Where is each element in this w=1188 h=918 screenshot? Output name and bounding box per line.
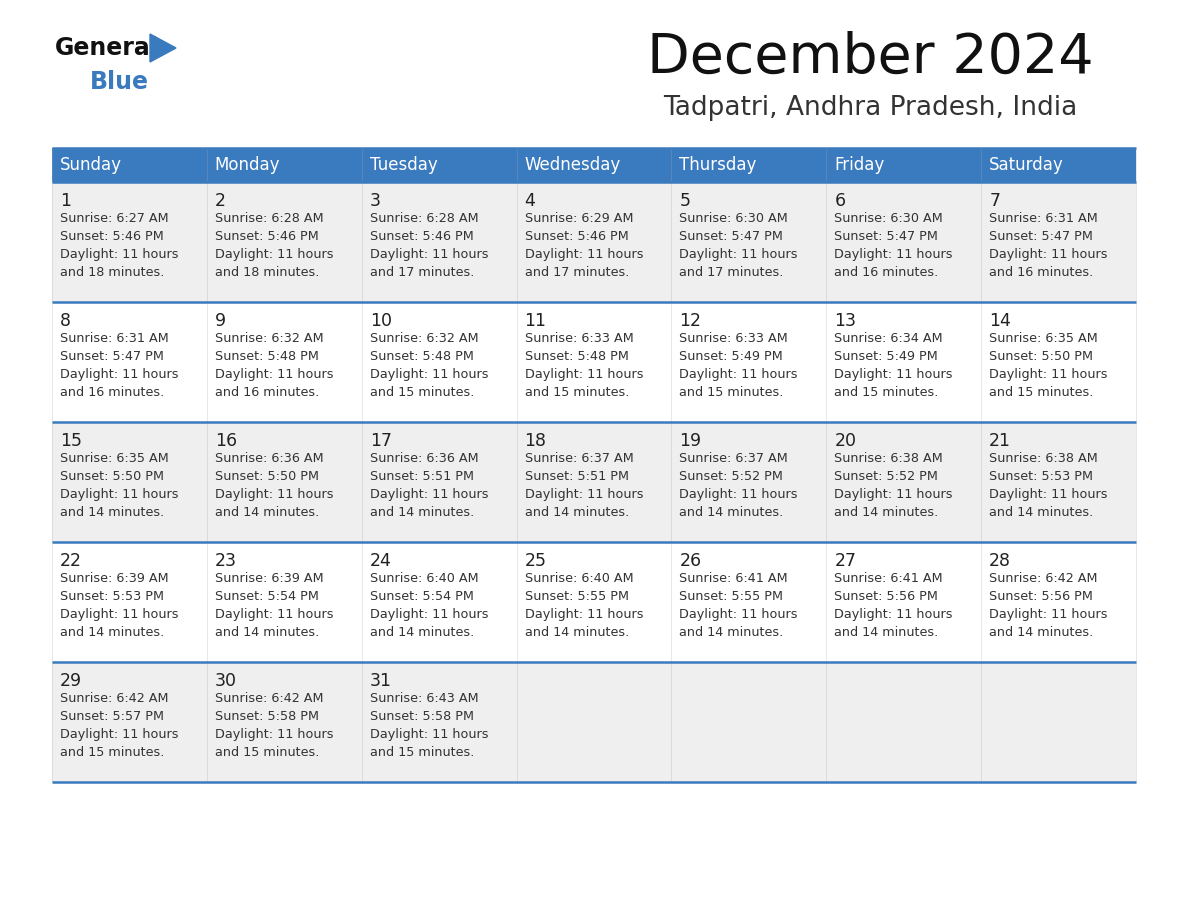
Text: 24: 24 bbox=[369, 552, 392, 570]
Text: Sunrise: 6:31 AM
Sunset: 5:47 PM
Daylight: 11 hours
and 16 minutes.: Sunrise: 6:31 AM Sunset: 5:47 PM Dayligh… bbox=[61, 332, 178, 399]
Text: Sunrise: 6:39 AM
Sunset: 5:54 PM
Daylight: 11 hours
and 14 minutes.: Sunrise: 6:39 AM Sunset: 5:54 PM Dayligh… bbox=[215, 572, 334, 639]
Bar bbox=[52, 662, 1136, 782]
Text: 25: 25 bbox=[525, 552, 546, 570]
Text: Sunrise: 6:37 AM
Sunset: 5:51 PM
Daylight: 11 hours
and 14 minutes.: Sunrise: 6:37 AM Sunset: 5:51 PM Dayligh… bbox=[525, 452, 643, 519]
Text: 23: 23 bbox=[215, 552, 236, 570]
Text: Sunrise: 6:42 AM
Sunset: 5:58 PM
Daylight: 11 hours
and 15 minutes.: Sunrise: 6:42 AM Sunset: 5:58 PM Dayligh… bbox=[215, 692, 334, 759]
Text: 22: 22 bbox=[61, 552, 82, 570]
Text: Sunrise: 6:43 AM
Sunset: 5:58 PM
Daylight: 11 hours
and 15 minutes.: Sunrise: 6:43 AM Sunset: 5:58 PM Dayligh… bbox=[369, 692, 488, 759]
Text: 14: 14 bbox=[990, 312, 1011, 330]
Text: Thursday: Thursday bbox=[680, 156, 757, 174]
Text: 13: 13 bbox=[834, 312, 857, 330]
Text: 11: 11 bbox=[525, 312, 546, 330]
Bar bbox=[52, 422, 1136, 542]
Text: 29: 29 bbox=[61, 672, 82, 690]
Text: Sunrise: 6:36 AM
Sunset: 5:50 PM
Daylight: 11 hours
and 14 minutes.: Sunrise: 6:36 AM Sunset: 5:50 PM Dayligh… bbox=[215, 452, 334, 519]
Text: 8: 8 bbox=[61, 312, 71, 330]
Text: 27: 27 bbox=[834, 552, 857, 570]
Text: Sunrise: 6:38 AM
Sunset: 5:53 PM
Daylight: 11 hours
and 14 minutes.: Sunrise: 6:38 AM Sunset: 5:53 PM Dayligh… bbox=[990, 452, 1107, 519]
Text: Sunrise: 6:37 AM
Sunset: 5:52 PM
Daylight: 11 hours
and 14 minutes.: Sunrise: 6:37 AM Sunset: 5:52 PM Dayligh… bbox=[680, 452, 798, 519]
Text: Blue: Blue bbox=[90, 70, 148, 94]
Text: Sunrise: 6:32 AM
Sunset: 5:48 PM
Daylight: 11 hours
and 15 minutes.: Sunrise: 6:32 AM Sunset: 5:48 PM Dayligh… bbox=[369, 332, 488, 399]
Text: 20: 20 bbox=[834, 432, 857, 450]
Text: Sunrise: 6:36 AM
Sunset: 5:51 PM
Daylight: 11 hours
and 14 minutes.: Sunrise: 6:36 AM Sunset: 5:51 PM Dayligh… bbox=[369, 452, 488, 519]
Text: 9: 9 bbox=[215, 312, 226, 330]
Bar bbox=[52, 542, 1136, 662]
Text: December 2024: December 2024 bbox=[646, 31, 1093, 85]
Text: 10: 10 bbox=[369, 312, 392, 330]
Text: 12: 12 bbox=[680, 312, 701, 330]
Text: Sunrise: 6:28 AM
Sunset: 5:46 PM
Daylight: 11 hours
and 18 minutes.: Sunrise: 6:28 AM Sunset: 5:46 PM Dayligh… bbox=[215, 212, 334, 279]
Text: 7: 7 bbox=[990, 192, 1000, 210]
Text: Sunrise: 6:40 AM
Sunset: 5:54 PM
Daylight: 11 hours
and 14 minutes.: Sunrise: 6:40 AM Sunset: 5:54 PM Dayligh… bbox=[369, 572, 488, 639]
Text: 28: 28 bbox=[990, 552, 1011, 570]
Text: 3: 3 bbox=[369, 192, 380, 210]
Text: Tuesday: Tuesday bbox=[369, 156, 437, 174]
Text: Sunrise: 6:42 AM
Sunset: 5:56 PM
Daylight: 11 hours
and 14 minutes.: Sunrise: 6:42 AM Sunset: 5:56 PM Dayligh… bbox=[990, 572, 1107, 639]
Text: Sunday: Sunday bbox=[61, 156, 122, 174]
Text: 18: 18 bbox=[525, 432, 546, 450]
Text: 30: 30 bbox=[215, 672, 236, 690]
Text: 5: 5 bbox=[680, 192, 690, 210]
Text: 2: 2 bbox=[215, 192, 226, 210]
Text: Sunrise: 6:42 AM
Sunset: 5:57 PM
Daylight: 11 hours
and 15 minutes.: Sunrise: 6:42 AM Sunset: 5:57 PM Dayligh… bbox=[61, 692, 178, 759]
Text: Friday: Friday bbox=[834, 156, 885, 174]
Text: Sunrise: 6:40 AM
Sunset: 5:55 PM
Daylight: 11 hours
and 14 minutes.: Sunrise: 6:40 AM Sunset: 5:55 PM Dayligh… bbox=[525, 572, 643, 639]
Text: Sunrise: 6:30 AM
Sunset: 5:47 PM
Daylight: 11 hours
and 16 minutes.: Sunrise: 6:30 AM Sunset: 5:47 PM Dayligh… bbox=[834, 212, 953, 279]
Text: Sunrise: 6:35 AM
Sunset: 5:50 PM
Daylight: 11 hours
and 15 minutes.: Sunrise: 6:35 AM Sunset: 5:50 PM Dayligh… bbox=[990, 332, 1107, 399]
Text: Sunrise: 6:32 AM
Sunset: 5:48 PM
Daylight: 11 hours
and 16 minutes.: Sunrise: 6:32 AM Sunset: 5:48 PM Dayligh… bbox=[215, 332, 334, 399]
Text: Saturday: Saturday bbox=[990, 156, 1064, 174]
Text: 16: 16 bbox=[215, 432, 236, 450]
Text: 21: 21 bbox=[990, 432, 1011, 450]
Text: Sunrise: 6:34 AM
Sunset: 5:49 PM
Daylight: 11 hours
and 15 minutes.: Sunrise: 6:34 AM Sunset: 5:49 PM Dayligh… bbox=[834, 332, 953, 399]
Text: Tadpatri, Andhra Pradesh, India: Tadpatri, Andhra Pradesh, India bbox=[663, 95, 1078, 121]
Text: Wednesday: Wednesday bbox=[525, 156, 621, 174]
Text: Sunrise: 6:35 AM
Sunset: 5:50 PM
Daylight: 11 hours
and 14 minutes.: Sunrise: 6:35 AM Sunset: 5:50 PM Dayligh… bbox=[61, 452, 178, 519]
Text: 6: 6 bbox=[834, 192, 846, 210]
Text: Sunrise: 6:33 AM
Sunset: 5:49 PM
Daylight: 11 hours
and 15 minutes.: Sunrise: 6:33 AM Sunset: 5:49 PM Dayligh… bbox=[680, 332, 798, 399]
Text: Sunrise: 6:30 AM
Sunset: 5:47 PM
Daylight: 11 hours
and 17 minutes.: Sunrise: 6:30 AM Sunset: 5:47 PM Dayligh… bbox=[680, 212, 798, 279]
Text: Sunrise: 6:41 AM
Sunset: 5:55 PM
Daylight: 11 hours
and 14 minutes.: Sunrise: 6:41 AM Sunset: 5:55 PM Dayligh… bbox=[680, 572, 798, 639]
Text: Sunrise: 6:39 AM
Sunset: 5:53 PM
Daylight: 11 hours
and 14 minutes.: Sunrise: 6:39 AM Sunset: 5:53 PM Dayligh… bbox=[61, 572, 178, 639]
Text: 31: 31 bbox=[369, 672, 392, 690]
Text: 4: 4 bbox=[525, 192, 536, 210]
Text: General: General bbox=[55, 36, 159, 60]
Text: Monday: Monday bbox=[215, 156, 280, 174]
Polygon shape bbox=[150, 34, 176, 62]
Text: Sunrise: 6:31 AM
Sunset: 5:47 PM
Daylight: 11 hours
and 16 minutes.: Sunrise: 6:31 AM Sunset: 5:47 PM Dayligh… bbox=[990, 212, 1107, 279]
Text: 26: 26 bbox=[680, 552, 702, 570]
Text: Sunrise: 6:29 AM
Sunset: 5:46 PM
Daylight: 11 hours
and 17 minutes.: Sunrise: 6:29 AM Sunset: 5:46 PM Dayligh… bbox=[525, 212, 643, 279]
Text: Sunrise: 6:27 AM
Sunset: 5:46 PM
Daylight: 11 hours
and 18 minutes.: Sunrise: 6:27 AM Sunset: 5:46 PM Dayligh… bbox=[61, 212, 178, 279]
Text: Sunrise: 6:38 AM
Sunset: 5:52 PM
Daylight: 11 hours
and 14 minutes.: Sunrise: 6:38 AM Sunset: 5:52 PM Dayligh… bbox=[834, 452, 953, 519]
Bar bbox=[52, 148, 1136, 182]
Text: 15: 15 bbox=[61, 432, 82, 450]
Bar bbox=[52, 302, 1136, 422]
Text: 19: 19 bbox=[680, 432, 702, 450]
Bar bbox=[52, 182, 1136, 302]
Text: 17: 17 bbox=[369, 432, 392, 450]
Text: Sunrise: 6:28 AM
Sunset: 5:46 PM
Daylight: 11 hours
and 17 minutes.: Sunrise: 6:28 AM Sunset: 5:46 PM Dayligh… bbox=[369, 212, 488, 279]
Text: Sunrise: 6:41 AM
Sunset: 5:56 PM
Daylight: 11 hours
and 14 minutes.: Sunrise: 6:41 AM Sunset: 5:56 PM Dayligh… bbox=[834, 572, 953, 639]
Text: Sunrise: 6:33 AM
Sunset: 5:48 PM
Daylight: 11 hours
and 15 minutes.: Sunrise: 6:33 AM Sunset: 5:48 PM Dayligh… bbox=[525, 332, 643, 399]
Text: 1: 1 bbox=[61, 192, 71, 210]
